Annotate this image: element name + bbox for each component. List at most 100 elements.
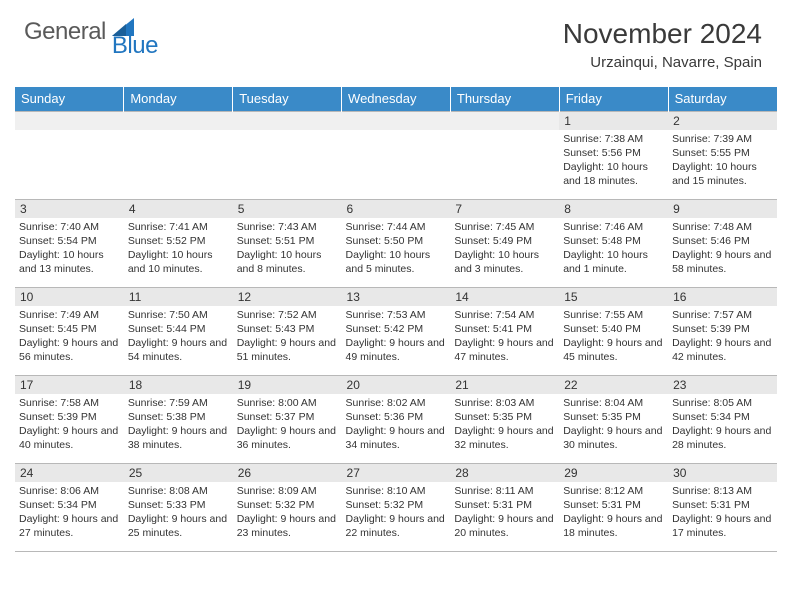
daylight-text: Daylight: 9 hours and 27 minutes. <box>15 512 124 540</box>
daylight-text: Daylight: 9 hours and 34 minutes. <box>342 424 451 452</box>
sunset-text: Sunset: 5:56 PM <box>559 146 668 160</box>
daylight-text: Daylight: 9 hours and 20 minutes. <box>450 512 559 540</box>
day-number <box>15 112 124 130</box>
calendar-row: 24Sunrise: 8:06 AMSunset: 5:34 PMDayligh… <box>15 463 777 551</box>
daylight-text: Daylight: 10 hours and 3 minutes. <box>450 248 559 276</box>
daylight-text: Daylight: 9 hours and 49 minutes. <box>342 336 451 364</box>
calendar-cell: 28 Sunrise: 8:11 AMSunset: 5:31 PMDayligh… <box>450 463 559 551</box>
sunrise-text: Sunrise: 8:12 AM <box>559 484 668 498</box>
weekday-header: Tuesday <box>233 87 342 111</box>
calendar-cell: 19Sunrise: 8:00 AMSunset: 5:37 PMDayligh… <box>233 375 342 463</box>
daylight-text: Daylight: 9 hours and 54 minutes. <box>124 336 233 364</box>
sunrise-text: Sunrise: 7:57 AM <box>668 308 777 322</box>
day-number: 21 <box>450 376 559 394</box>
daylight-text: Daylight: 10 hours and 8 minutes. <box>233 248 342 276</box>
calendar-cell: 3Sunrise: 7:40 AMSunset: 5:54 PMDaylight… <box>15 199 124 287</box>
sunset-text: Sunset: 5:34 PM <box>668 410 777 424</box>
daylight-text: Daylight: 10 hours and 5 minutes. <box>342 248 451 276</box>
sunrise-text: Sunrise: 7:50 AM <box>124 308 233 322</box>
calendar-cell: 2Sunrise: 7:39 AMSunset: 5:55 PMDaylight… <box>668 111 777 199</box>
calendar-cell: 5Sunrise: 7:43 AMSunset: 5:51 PMDaylight… <box>233 199 342 287</box>
sunset-text: Sunset: 5:44 PM <box>124 322 233 336</box>
sunrise-text: Sunrise: 8:08 AM <box>124 484 233 498</box>
sunset-text: Sunset: 5:41 PM <box>450 322 559 336</box>
daylight-text: Daylight: 9 hours and 28 minutes. <box>668 424 777 452</box>
day-number: 3 <box>15 200 124 218</box>
calendar-table: Sunday Monday Tuesday Wednesday Thursday… <box>15 87 777 552</box>
calendar-cell <box>233 111 342 199</box>
day-number: 15 <box>559 288 668 306</box>
sunrise-text: Sunrise: 7:41 AM <box>124 220 233 234</box>
calendar-cell: 20Sunrise: 8:02 AMSunset: 5:36 PMDayligh… <box>342 375 451 463</box>
daylight-text: Daylight: 9 hours and 30 minutes. <box>559 424 668 452</box>
day-number: 11 <box>124 288 233 306</box>
weekday-header-row: Sunday Monday Tuesday Wednesday Thursday… <box>15 87 777 111</box>
calendar-cell: 15Sunrise: 7:55 AMSunset: 5:40 PMDayligh… <box>559 287 668 375</box>
sunset-text: Sunset: 5:34 PM <box>15 498 124 512</box>
sunrise-text: Sunrise: 7:39 AM <box>668 132 777 146</box>
calendar-cell: 8Sunrise: 7:46 AMSunset: 5:48 PMDaylight… <box>559 199 668 287</box>
day-number: 28 <box>450 464 559 482</box>
calendar-cell <box>124 111 233 199</box>
weekday-header: Saturday <box>668 87 777 111</box>
daylight-text: Daylight: 9 hours and 25 minutes. <box>124 512 233 540</box>
weekday-header: Wednesday <box>342 87 451 111</box>
sunrise-text: Sunrise: 7:53 AM <box>342 308 451 322</box>
brand-text-general: General <box>24 18 106 46</box>
daylight-text: Daylight: 9 hours and 22 minutes. <box>342 512 451 540</box>
sunset-text: Sunset: 5:46 PM <box>668 234 777 248</box>
daylight-text: Daylight: 9 hours and 38 minutes. <box>124 424 233 452</box>
day-number: 24 <box>15 464 124 482</box>
sunrise-text: Sunrise: 8:02 AM <box>342 396 451 410</box>
sunset-text: Sunset: 5:54 PM <box>15 234 124 248</box>
sunset-text: Sunset: 5:40 PM <box>559 322 668 336</box>
daylight-text: Daylight: 9 hours and 17 minutes. <box>668 512 777 540</box>
calendar-cell: 18Sunrise: 7:59 AMSunset: 5:38 PMDayligh… <box>124 375 233 463</box>
day-number: 7 <box>450 200 559 218</box>
sunset-text: Sunset: 5:36 PM <box>342 410 451 424</box>
calendar-cell: 4Sunrise: 7:41 AMSunset: 5:52 PMDaylight… <box>124 199 233 287</box>
sunrise-text: Sunrise: 7:38 AM <box>559 132 668 146</box>
sunset-text: Sunset: 5:35 PM <box>450 410 559 424</box>
sunset-text: Sunset: 5:42 PM <box>342 322 451 336</box>
daylight-text: Daylight: 10 hours and 1 minute. <box>559 248 668 276</box>
daylight-text: Daylight: 9 hours and 32 minutes. <box>450 424 559 452</box>
sunset-text: Sunset: 5:51 PM <box>233 234 342 248</box>
brand-text-blue: Blue <box>112 32 158 60</box>
sunrise-text: Sunrise: 7:40 AM <box>15 220 124 234</box>
calendar-cell: 10Sunrise: 7:49 AMSunset: 5:45 PMDayligh… <box>15 287 124 375</box>
calendar-cell: 1Sunrise: 7:38 AMSunset: 5:56 PMDaylight… <box>559 111 668 199</box>
day-number: 30 <box>668 464 777 482</box>
sunrise-text: Sunrise: 7:58 AM <box>15 396 124 410</box>
calendar-cell: 30Sunrise: 8:13 AMSunset: 5:31 PMDayligh… <box>668 463 777 551</box>
day-number: 4 <box>124 200 233 218</box>
sunset-text: Sunset: 5:55 PM <box>668 146 777 160</box>
daylight-text: Daylight: 9 hours and 58 minutes. <box>668 248 777 276</box>
sunrise-text: Sunrise: 7:54 AM <box>450 308 559 322</box>
brand-logo: General Blue <box>24 18 180 46</box>
day-number <box>124 112 233 130</box>
weekday-header: Thursday <box>450 87 559 111</box>
sunrise-text: Sunrise: 8:11 AM <box>450 484 559 498</box>
sunset-text: Sunset: 5:31 PM <box>450 498 559 512</box>
day-number: 8 <box>559 200 668 218</box>
calendar-cell: 24Sunrise: 8:06 AMSunset: 5:34 PMDayligh… <box>15 463 124 551</box>
day-number: 29 <box>559 464 668 482</box>
calendar-cell: 6Sunrise: 7:44 AMSunset: 5:50 PMDaylight… <box>342 199 451 287</box>
location-text: Urzainqui, Navarre, Spain <box>563 54 762 71</box>
weekday-header: Monday <box>124 87 233 111</box>
day-number <box>233 112 342 130</box>
day-number: 6 <box>342 200 451 218</box>
sunrise-text: Sunrise: 7:45 AM <box>450 220 559 234</box>
daylight-text: Daylight: 9 hours and 36 minutes. <box>233 424 342 452</box>
day-number: 22 <box>559 376 668 394</box>
calendar-cell: 14Sunrise: 7:54 AMSunset: 5:41 PMDayligh… <box>450 287 559 375</box>
day-number: 16 <box>668 288 777 306</box>
day-number: 12 <box>233 288 342 306</box>
calendar-cell: 21Sunrise: 8:03 AMSunset: 5:35 PMDayligh… <box>450 375 559 463</box>
sunset-text: Sunset: 5:33 PM <box>124 498 233 512</box>
day-number <box>342 112 451 130</box>
calendar-row: 10Sunrise: 7:49 AMSunset: 5:45 PMDayligh… <box>15 287 777 375</box>
sunset-text: Sunset: 5:37 PM <box>233 410 342 424</box>
day-number <box>450 112 559 130</box>
